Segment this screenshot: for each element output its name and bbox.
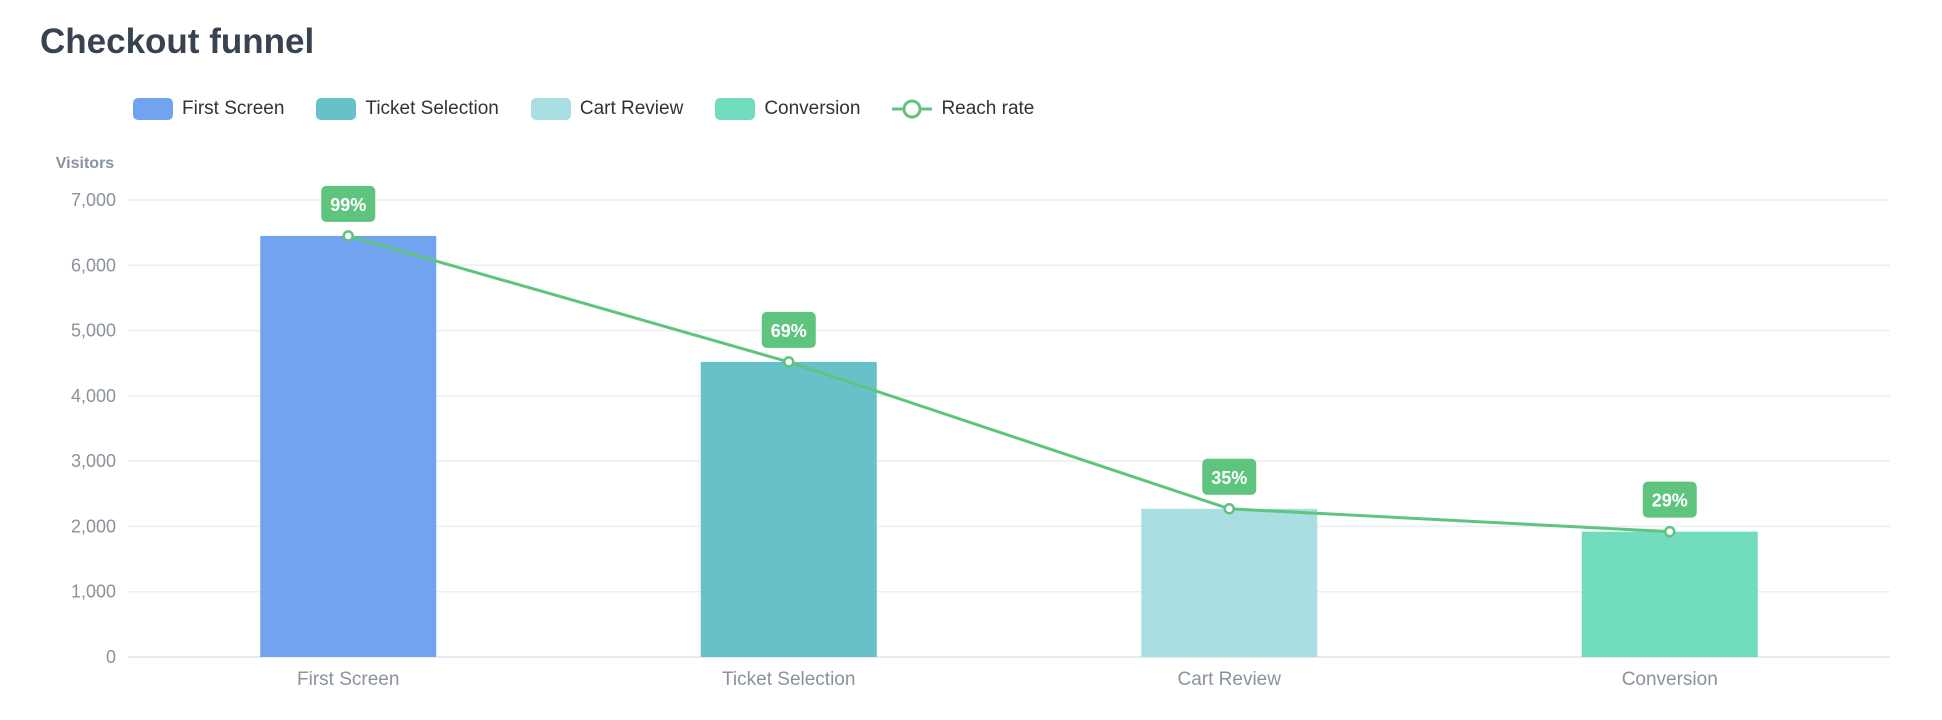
- y-tick-label: 4,000: [71, 386, 116, 406]
- legend-swatch: [530, 98, 571, 120]
- y-tick-label: 0: [106, 647, 116, 667]
- legend-swatch: [133, 98, 173, 120]
- reach-rate-line: [347, 234, 1670, 534]
- legend-item-conversion[interactable]: Conversion: [715, 98, 860, 120]
- legend-label: Reach rate: [941, 98, 1035, 119]
- reach-rate-point: [1664, 525, 1676, 538]
- x-tick-label: Cart Review: [1178, 669, 1282, 690]
- legend: First Screen Ticket Selection Cart Review C…: [133, 98, 1066, 120]
- x-tick-label: Conversion: [1622, 669, 1718, 690]
- y-tick-label: 7,000: [71, 190, 116, 210]
- bar-ticket-selection: [700, 361, 877, 657]
- legend-swatch: [316, 98, 357, 120]
- chart-title: Checkout funnel: [40, 22, 315, 61]
- reach-rate-point: [342, 230, 354, 242]
- y-tick-label: 6,000: [71, 255, 116, 275]
- legend-item-ticket-selection[interactable]: Ticket Selection: [316, 98, 499, 120]
- legend-item-reach-rate[interactable]: Reach rate: [892, 98, 1034, 120]
- y-tick-label: 5,000: [71, 321, 116, 341]
- x-tick-label: First Screen: [297, 669, 399, 690]
- reach-rate-badge: [1642, 481, 1697, 518]
- legend-label: Cart Review: [579, 98, 684, 119]
- legend-line-swatch: [892, 99, 933, 119]
- reach-rate-point: [1223, 503, 1235, 515]
- reach-rate-label: 69%: [771, 321, 807, 341]
- legend-label: Conversion: [764, 98, 861, 119]
- bar-first-screen: [260, 235, 437, 657]
- legend-swatch: [715, 98, 756, 120]
- reach-rate-point: [783, 356, 795, 368]
- x-tick-label: Ticket Selection: [722, 669, 855, 690]
- legend-label: First Screen: [182, 98, 285, 119]
- bar-conversion: [1581, 531, 1758, 657]
- y-tick-label: 1,000: [71, 582, 116, 602]
- reach-rate-badge: [321, 185, 376, 222]
- reach-rate-badge: [1202, 458, 1257, 495]
- legend-item-cart-review[interactable]: Cart Review: [530, 98, 684, 120]
- reach-rate-label: 29%: [1652, 491, 1688, 511]
- y-tick-label: 2,000: [71, 516, 116, 536]
- reach-rate-label: 99%: [330, 195, 366, 215]
- legend-label: Ticket Selection: [365, 98, 499, 119]
- y-axis-title: Visitors: [56, 155, 115, 172]
- bar-cart-review: [1141, 508, 1318, 657]
- reach-rate-badge: [761, 311, 816, 348]
- y-tick-label: 3,000: [71, 451, 116, 471]
- legend-item-first-screen[interactable]: First Screen: [133, 98, 284, 120]
- reach-rate-label: 35%: [1211, 468, 1247, 488]
